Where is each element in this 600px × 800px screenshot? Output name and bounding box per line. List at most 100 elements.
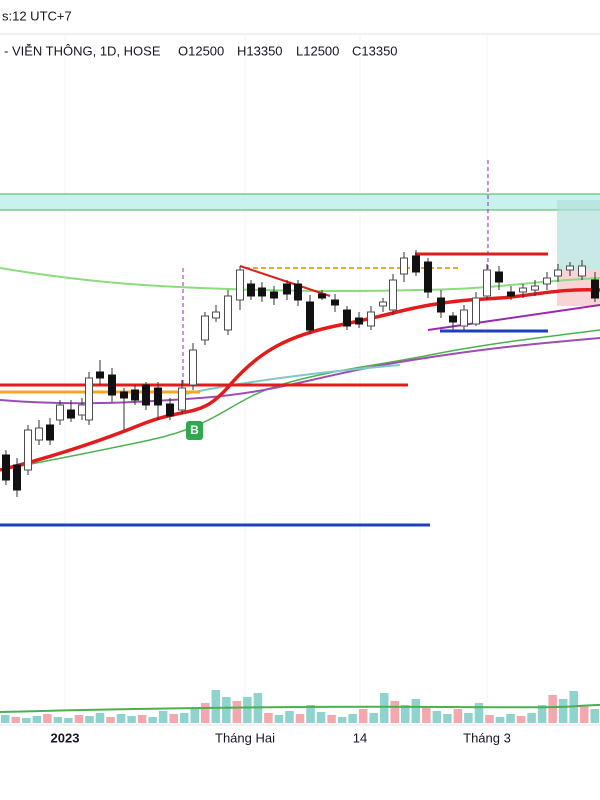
candle-body <box>389 279 397 311</box>
volume-bar <box>495 717 505 723</box>
volume-bar <box>527 713 536 723</box>
volume-bar <box>116 714 126 723</box>
volume-bar <box>464 713 473 723</box>
candle-body <box>519 287 527 293</box>
candle-body <box>566 265 574 271</box>
volume-bar <box>32 716 42 723</box>
candle-body <box>437 297 445 313</box>
volume-bar <box>285 711 294 723</box>
candle-body <box>35 427 43 441</box>
volume-bar <box>537 705 547 723</box>
candle-body <box>367 311 375 327</box>
candle-body <box>189 349 197 386</box>
candle-body <box>578 265 586 277</box>
candle-body <box>472 297 480 325</box>
candle-body <box>46 424 54 441</box>
volume-bar <box>11 717 21 723</box>
volume-bar <box>158 711 168 723</box>
candle-body <box>543 277 551 285</box>
candle-body <box>495 271 503 283</box>
candle-body <box>306 301 314 331</box>
candle-body <box>355 317 363 325</box>
zone-band <box>0 194 600 210</box>
volume-bar <box>211 690 221 723</box>
volume-bar <box>443 714 452 723</box>
volume-bar <box>74 715 84 723</box>
candle-body <box>294 283 302 301</box>
x-tick-label: 2023 <box>51 730 80 745</box>
volume-bar <box>85 716 94 723</box>
ma-line <box>0 287 600 472</box>
volume-bar <box>358 709 368 723</box>
volume-bar <box>401 705 410 723</box>
signal-badge <box>186 421 203 440</box>
ohlc-low: L12500 <box>296 43 339 58</box>
trend-line <box>239 265 331 297</box>
candle-body <box>212 311 220 319</box>
ohlc-close: C13350 <box>352 43 398 58</box>
candle-body <box>379 301 387 307</box>
candle-body <box>2 454 10 481</box>
volume-bar <box>474 703 484 723</box>
candle-body <box>120 391 128 399</box>
volume-bar <box>516 716 526 723</box>
candle-body <box>554 269 562 277</box>
candle-body <box>343 309 351 327</box>
volume-bar <box>306 705 315 723</box>
x-tick-label: 14 <box>353 730 367 745</box>
candles <box>2 250 599 497</box>
candle-body <box>85 377 93 421</box>
candle-body <box>131 389 139 401</box>
volume-bar <box>558 699 568 723</box>
candle-body <box>247 283 255 297</box>
volume-bar <box>295 714 305 723</box>
candle-body <box>56 404 64 421</box>
candle-body <box>318 293 326 299</box>
candle-body <box>400 257 408 275</box>
volume-bar <box>579 705 589 723</box>
candle-body <box>224 295 232 331</box>
volume-bar <box>506 714 515 723</box>
volume-bar <box>95 713 105 723</box>
volume-bar <box>432 711 442 723</box>
candle-body <box>13 464 21 491</box>
volume-bar <box>453 709 463 723</box>
volume-ma <box>0 704 600 713</box>
ma-line <box>179 364 401 396</box>
volume-bar <box>222 697 231 723</box>
candle-body <box>96 371 104 379</box>
candle-body <box>154 387 162 406</box>
volume-bar <box>316 712 326 723</box>
trend-line <box>427 304 600 331</box>
volume-bar <box>422 707 431 723</box>
volume <box>1 690 599 723</box>
volume-bar <box>232 701 242 723</box>
signal-label: B <box>190 423 199 437</box>
candle-body <box>178 387 186 411</box>
volume-bar <box>369 713 378 723</box>
volume-bar <box>137 715 147 723</box>
candle-body <box>236 269 244 301</box>
candle-body <box>507 291 515 297</box>
x-tick-label: Tháng Hai <box>215 730 275 745</box>
candle-body <box>483 269 491 297</box>
time-label: s:12 UTC+7 <box>2 8 72 23</box>
target-box <box>557 200 600 270</box>
volume-bar <box>148 717 157 723</box>
volume-bar <box>274 715 284 723</box>
volume-bar <box>106 717 115 723</box>
volume-bar <box>243 697 252 723</box>
volume-bar <box>411 699 421 723</box>
candle-body <box>331 299 339 306</box>
grid <box>64 35 488 725</box>
volume-bar <box>179 713 189 723</box>
candle-body <box>449 315 457 323</box>
candle-body <box>424 261 432 293</box>
volume-bar <box>64 718 73 723</box>
volume-bar <box>590 709 599 723</box>
candle-body <box>201 315 209 341</box>
candle-body <box>78 404 86 416</box>
